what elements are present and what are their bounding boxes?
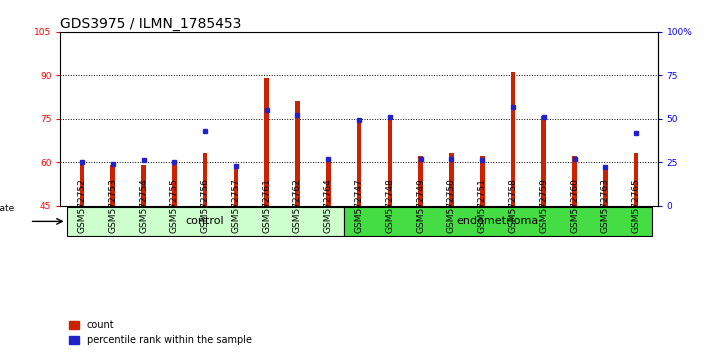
Bar: [603, 168, 608, 206]
Bar: [203, 154, 208, 206]
Text: GSM572765: GSM572765: [631, 178, 641, 233]
Bar: [80, 162, 85, 206]
Legend: count, percentile rank within the sample: count, percentile rank within the sample: [65, 316, 255, 349]
Bar: [110, 165, 115, 206]
Text: GSM572759: GSM572759: [539, 178, 548, 233]
Bar: [234, 168, 238, 206]
Bar: [264, 78, 269, 206]
Text: GSM572750: GSM572750: [447, 178, 456, 233]
Text: control: control: [186, 216, 225, 227]
Bar: [449, 154, 454, 206]
Bar: [67, 207, 343, 236]
Text: GSM572762: GSM572762: [293, 178, 302, 233]
Text: GSM572748: GSM572748: [385, 178, 395, 233]
Text: GDS3975 / ILMN_1785453: GDS3975 / ILMN_1785453: [60, 17, 242, 31]
Text: disease state: disease state: [0, 205, 14, 213]
Bar: [480, 156, 484, 206]
Text: GSM572758: GSM572758: [508, 178, 518, 233]
Text: GSM572764: GSM572764: [324, 178, 333, 233]
Bar: [357, 122, 361, 206]
Bar: [418, 156, 423, 206]
Text: GSM572757: GSM572757: [231, 178, 240, 233]
Bar: [634, 154, 638, 206]
Bar: [141, 165, 146, 206]
Bar: [572, 156, 577, 206]
Text: GSM572747: GSM572747: [355, 178, 363, 233]
Text: GSM572755: GSM572755: [170, 178, 179, 233]
Bar: [542, 116, 546, 206]
Text: GSM572749: GSM572749: [416, 178, 425, 233]
Text: endometrioma: endometrioma: [456, 216, 539, 227]
Text: GSM572751: GSM572751: [478, 178, 487, 233]
Bar: [295, 101, 300, 206]
Text: GSM572753: GSM572753: [108, 178, 117, 233]
Bar: [343, 207, 651, 236]
Text: GSM572760: GSM572760: [570, 178, 579, 233]
Bar: [326, 159, 331, 206]
Text: GSM572756: GSM572756: [201, 178, 210, 233]
Text: GSM572754: GSM572754: [139, 178, 148, 233]
Text: GSM572763: GSM572763: [601, 178, 610, 233]
Text: GSM572752: GSM572752: [77, 178, 87, 233]
Bar: [510, 73, 515, 206]
Bar: [387, 116, 392, 206]
Bar: [172, 165, 176, 206]
Text: GSM572761: GSM572761: [262, 178, 271, 233]
